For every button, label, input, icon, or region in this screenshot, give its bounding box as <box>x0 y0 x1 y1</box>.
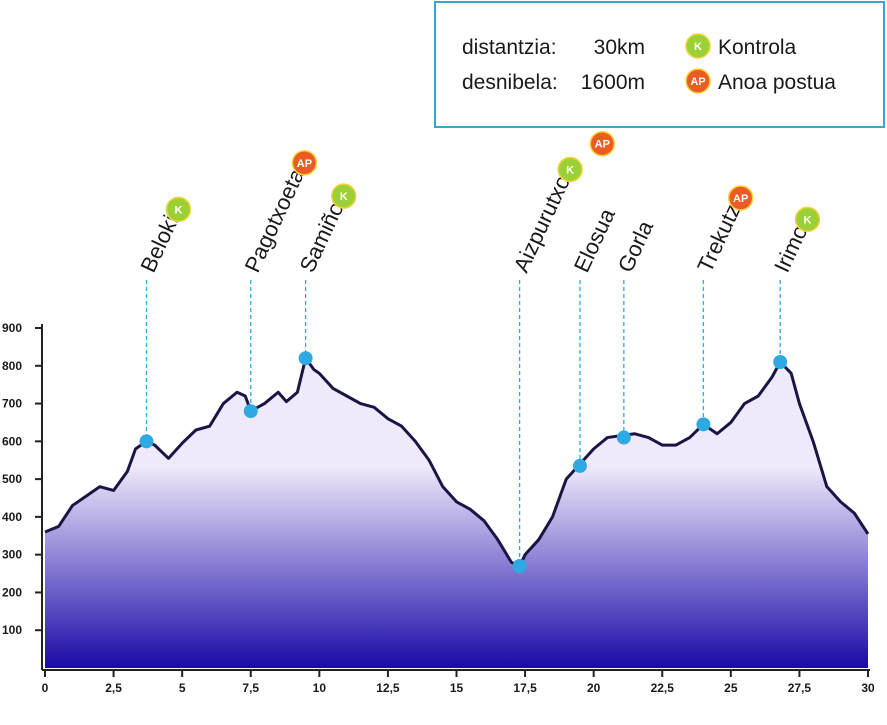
summary-value: 1600m <box>581 71 645 94</box>
legend-label: Anoa postua <box>718 71 836 94</box>
y-tick-label: 800 <box>2 359 22 373</box>
waypoint <box>572 458 587 473</box>
badge-text: K <box>694 41 702 53</box>
x-tick-label: 27,5 <box>788 681 812 695</box>
x-tick-label: 10 <box>313 681 327 695</box>
legend-label: Kontrola <box>718 36 797 59</box>
waypoint-label: Trekutz <box>692 200 745 276</box>
waypoint <box>696 417 711 432</box>
waypoint-label: Aizpurutxo <box>508 171 575 276</box>
legend-box <box>434 1 885 128</box>
x-tick-label: 30 <box>861 681 875 695</box>
waypoint <box>773 355 788 369</box>
x-tick-label: 12,5 <box>376 681 400 695</box>
x-tick-label: 0 <box>42 681 49 695</box>
y-tick-label: 100 <box>2 623 22 637</box>
badge <box>685 33 711 59</box>
badge-text: AP <box>595 139 610 151</box>
area-fill <box>45 358 868 668</box>
x-tick-label: 25 <box>724 681 738 695</box>
badge <box>557 156 583 183</box>
badge-text: K <box>340 191 348 203</box>
badge <box>685 68 711 94</box>
badge <box>165 196 192 223</box>
y-tick-label: 700 <box>2 397 22 411</box>
badge <box>794 206 821 233</box>
waypoint <box>298 351 313 366</box>
y-tick-label: 500 <box>2 472 22 486</box>
y-tick-label: 200 <box>2 585 22 599</box>
x-tick-label: 17,5 <box>513 681 537 695</box>
waypoint <box>512 559 527 573</box>
waypoint <box>616 430 631 445</box>
badge-text: AP <box>690 76 705 88</box>
summary-label: distantzia: <box>462 36 557 59</box>
y-tick-label: 600 <box>2 434 22 448</box>
badge-text: AP <box>733 193 748 205</box>
y-tick-label: 400 <box>2 510 22 524</box>
waypoint-label: Gorla <box>613 216 659 276</box>
y-tick-label: 900 <box>2 321 22 335</box>
badge <box>330 183 357 209</box>
badge-text: K <box>804 214 812 226</box>
summary-value: 30km <box>594 36 645 59</box>
waypoint <box>243 404 258 419</box>
x-tick-label: 22,5 <box>651 681 675 695</box>
summary-label: desnibela: <box>462 71 558 94</box>
badge <box>291 150 318 176</box>
badge <box>727 185 754 211</box>
badge <box>589 130 616 157</box>
badge-text: K <box>566 164 574 176</box>
elevation-line <box>44 356 870 568</box>
x-tick-label: 5 <box>179 681 186 695</box>
x-tick-label: 20 <box>587 681 601 695</box>
waypoint-label: Samiño <box>294 198 348 276</box>
x-tick-label: 15 <box>450 681 464 695</box>
badge-text: K <box>174 204 182 216</box>
x-tick-label: 7,5 <box>242 681 259 695</box>
x-tick-label: 2,5 <box>105 681 122 695</box>
waypoint <box>139 434 154 449</box>
y-tick-label: 300 <box>2 548 22 562</box>
badge-text: AP <box>297 158 312 170</box>
